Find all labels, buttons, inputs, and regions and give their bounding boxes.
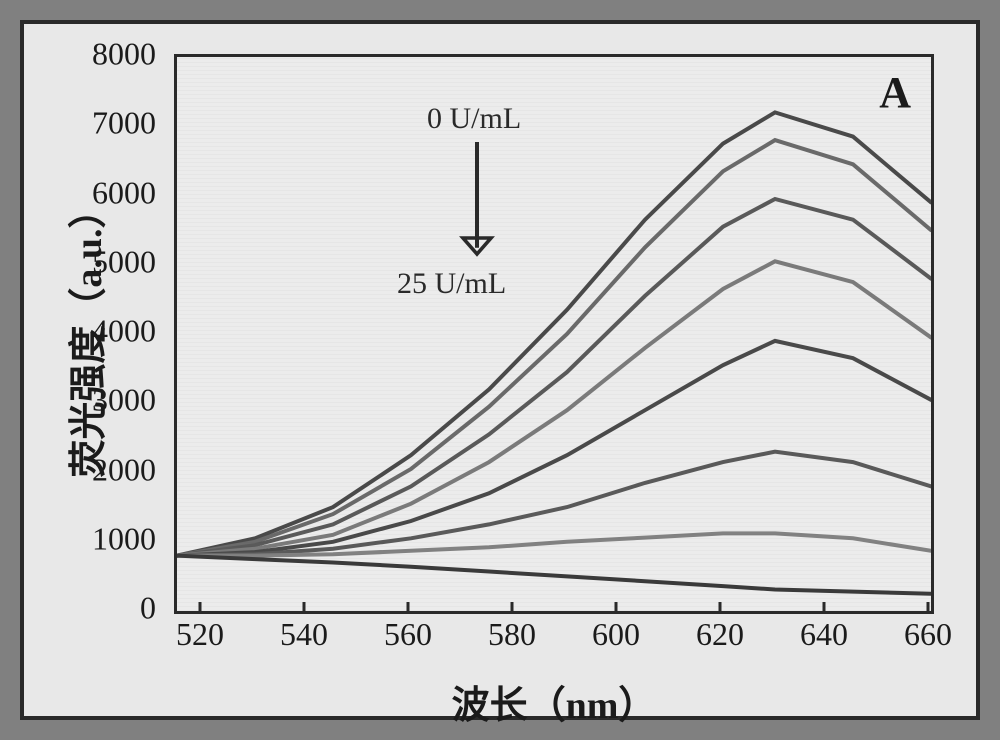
xtick-label: 660 — [904, 616, 952, 653]
xtick-mark — [927, 602, 930, 614]
ytick-mark — [174, 125, 177, 128]
xtick-label: 580 — [488, 616, 536, 653]
xtick-label: 600 — [592, 616, 640, 653]
ytick-label: 6000 — [56, 174, 156, 211]
xtick-mark — [823, 602, 826, 614]
ytick-mark — [174, 56, 177, 59]
xtick-label: 640 — [800, 616, 848, 653]
ytick-mark — [174, 540, 177, 543]
ytick-mark — [174, 333, 177, 336]
ytick-label: 8000 — [56, 36, 156, 73]
xtick-mark — [407, 602, 410, 614]
chart-frame: 荧光强度（a.u.） 01000200030004000500060007000… — [20, 20, 980, 720]
xtick-label: 560 — [384, 616, 432, 653]
ytick-label: 0 — [56, 590, 156, 627]
xtick-mark — [303, 602, 306, 614]
xtick-mark — [615, 602, 618, 614]
xtick-mark — [511, 602, 514, 614]
xtick-mark — [199, 602, 202, 614]
ytick-label: 7000 — [56, 105, 156, 142]
ytick-mark — [174, 402, 177, 405]
plot-area: A 0 U/mL 25 U/mL — [174, 54, 934, 614]
x-axis-label: 波长（nm） — [174, 674, 934, 729]
ytick-label: 3000 — [56, 382, 156, 419]
ytick-label: 5000 — [56, 243, 156, 280]
arrow-down-icon — [177, 57, 931, 611]
xtick-mark — [719, 602, 722, 614]
xtick-label: 520 — [176, 616, 224, 653]
ytick-mark — [174, 194, 177, 197]
ytick-label: 1000 — [56, 520, 156, 557]
ytick-mark — [174, 471, 177, 474]
ytick-label: 4000 — [56, 313, 156, 350]
ytick-label: 2000 — [56, 451, 156, 488]
xtick-label: 620 — [696, 616, 744, 653]
ytick-mark — [174, 263, 177, 266]
ytick-mark — [174, 610, 177, 613]
xtick-label: 540 — [280, 616, 328, 653]
